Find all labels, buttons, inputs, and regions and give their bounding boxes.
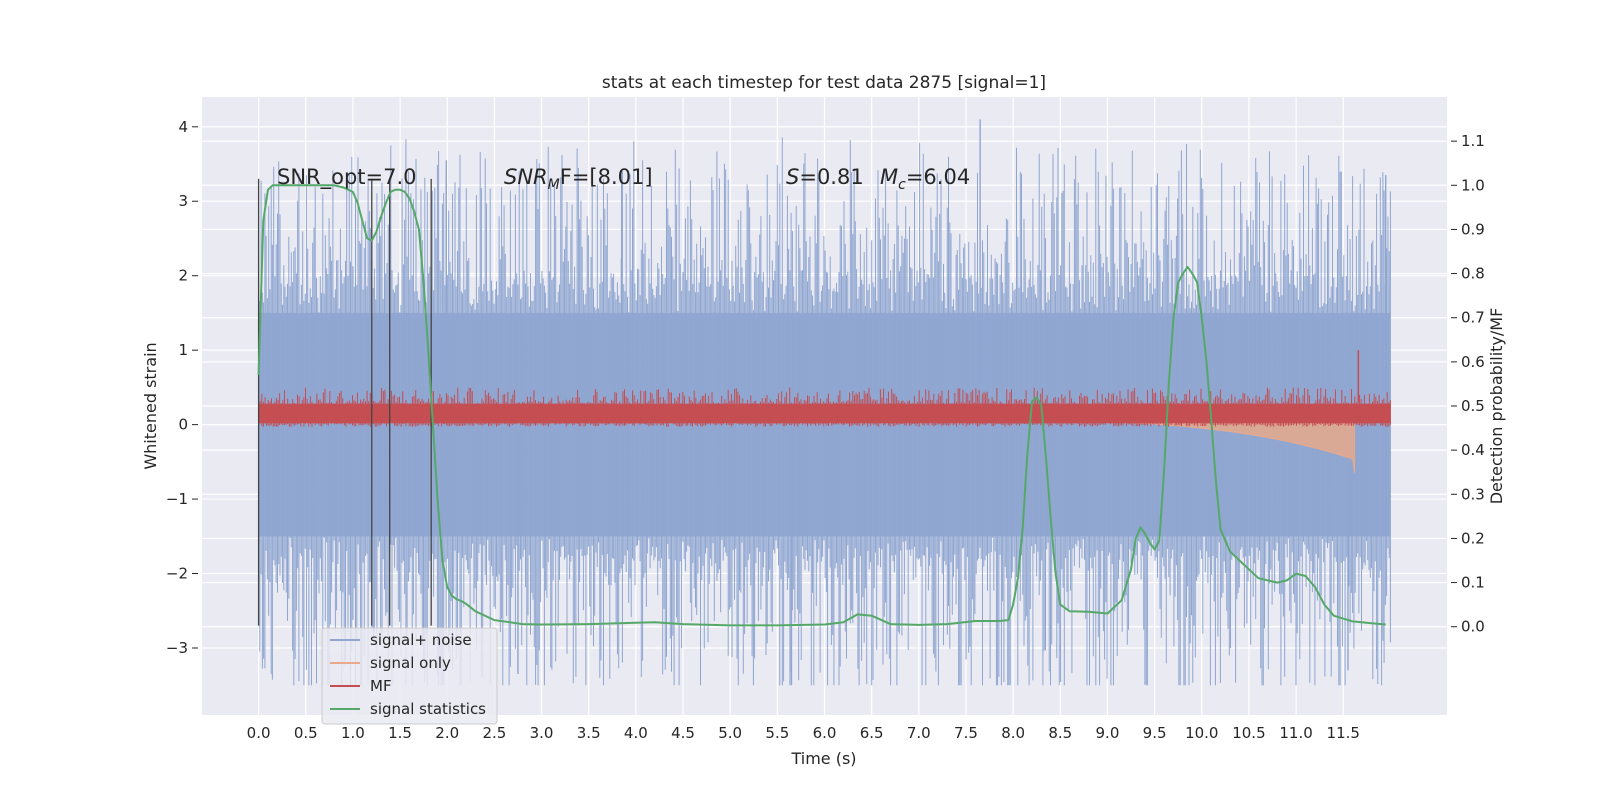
annotation-mc-sub: c: [898, 177, 906, 193]
x-tick-label: 4.0: [624, 724, 648, 742]
legend: signal+ noise signal only MF signal stat…: [321, 627, 498, 725]
x-tick-label: 11.0: [1279, 724, 1312, 742]
x-tick-label: 5.0: [718, 724, 742, 742]
annotation-snr-mf: SNRMF=[8.01]: [504, 165, 653, 193]
y-right-tick-label: 1.1: [1461, 132, 1485, 150]
annotation-snr-opt: SNR_opt=7.0: [277, 165, 417, 190]
y-right-tick-label: 0.0: [1461, 618, 1485, 636]
y-right-tick-label: 0.5: [1461, 397, 1485, 415]
y-left-tick-label: 0: [178, 416, 188, 434]
x-tick-label: 2.0: [435, 724, 459, 742]
legend-box: [321, 627, 498, 725]
legend-label-signal-noise: signal+ noise: [370, 631, 472, 649]
x-tick-label: 6.5: [860, 724, 884, 742]
x-tick-label: 1.0: [341, 724, 365, 742]
annotation-snr-mf-sub: M: [548, 177, 560, 193]
y-left-tick-label: 2: [178, 267, 188, 285]
annotation-mc: Mc=6.04: [880, 165, 970, 193]
y-right-tick-label: 0.9: [1461, 220, 1485, 238]
x-tick-label: 8.0: [1001, 724, 1025, 742]
y-right-tick-label: 0.6: [1461, 353, 1485, 371]
axis-layer: 0.0 0.5 1.0 1.5 2.0 2.5 3.0 3.5 4.0 4.5 5.0 5.5 6.0 6…: [166, 118, 1485, 742]
y-right-tick-label: 0.3: [1461, 485, 1485, 503]
x-tick-label: 0.0: [247, 724, 271, 742]
annotation-mc-rest: =6.04: [906, 165, 970, 189]
x-tick-label: 3.5: [577, 724, 601, 742]
legend-label-mf: MF: [370, 677, 392, 695]
x-tick-label: 2.5: [482, 724, 506, 742]
x-tick-label: 7.5: [954, 724, 978, 742]
annotation-mc-label: M: [880, 165, 898, 189]
y-right-tick-label: 0.4: [1461, 441, 1485, 459]
data-layer: [257, 119, 1391, 686]
y-left-tick-label: −2: [166, 565, 188, 583]
x-tick-label: 3.0: [530, 724, 554, 742]
y-right-tick-label: 0.7: [1461, 309, 1485, 327]
y-left-tick-label: −3: [166, 639, 188, 657]
signal-statistics-series: [257, 184, 1386, 627]
x-tick-label: 10.5: [1232, 724, 1265, 742]
y-right-tick-label: 0.2: [1461, 529, 1485, 547]
x-tick-label: 7.0: [907, 724, 931, 742]
annotation-s: S=0.81: [786, 165, 864, 189]
y-axis-right-label: Detection probability/MF: [1487, 308, 1506, 505]
annotation-snr-mf-rest: F=[8.01]: [560, 165, 653, 189]
x-tick-label: 11.5: [1327, 724, 1360, 742]
x-tick-label: 9.5: [1143, 724, 1167, 742]
y-right-tick-label: 0.8: [1461, 265, 1485, 283]
x-tick-label: 9.0: [1096, 724, 1120, 742]
annotation-s-label: S: [786, 165, 799, 189]
x-tick-label: 8.5: [1048, 724, 1072, 742]
annotation-s-rest: =0.81: [799, 165, 863, 189]
y-axis-left-label: Whitened strain: [141, 342, 160, 469]
x-tick-label: 4.5: [671, 724, 695, 742]
legend-label-signal-only: signal only: [370, 654, 451, 672]
x-tick-label: 6.0: [813, 724, 837, 742]
x-axis-label: Time (s): [790, 749, 856, 768]
y-left-tick-label: 1: [178, 341, 188, 359]
x-tick-label: 5.5: [765, 724, 789, 742]
y-left-tick-label: −1: [166, 490, 188, 508]
y-right-tick-label: 1.0: [1461, 176, 1485, 194]
annotation-snr-mf-label: SNR: [504, 165, 548, 189]
x-tick-label: 0.5: [294, 724, 318, 742]
chart-title: stats at each timestep for test data 287…: [602, 73, 1046, 93]
legend-label-signal-statistics: signal statistics: [370, 700, 486, 718]
x-tick-label: 10.0: [1185, 724, 1218, 742]
y-right-tick-label: 0.1: [1461, 574, 1485, 592]
y-left-tick-label: 4: [178, 118, 188, 136]
y-left-tick-label: 3: [178, 192, 188, 210]
x-tick-label: 1.5: [388, 724, 412, 742]
